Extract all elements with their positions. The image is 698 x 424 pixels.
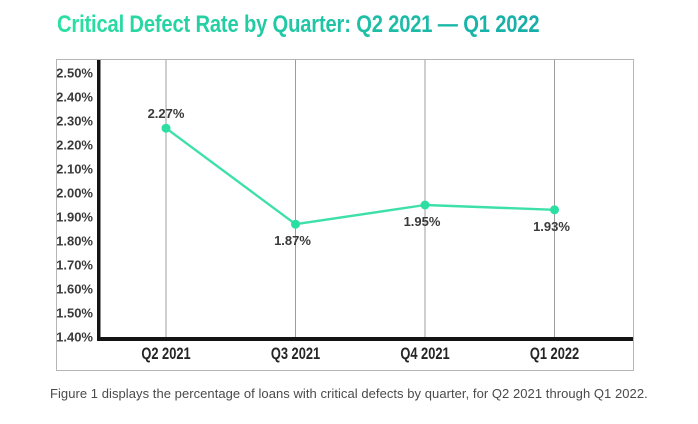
data-point [161, 123, 171, 133]
figure-caption: Figure 1 displays the percentage of loan… [50, 386, 648, 401]
y-tick-label: 1.90% [57, 210, 93, 225]
line-chart: 2.50% 2.40% 2.30% 2.20% 2.10% 2.00% 1.90% 1.80%… [57, 60, 633, 364]
y-tick-label: 1.80% [57, 234, 93, 249]
data-point-label: 1.87% [274, 233, 311, 248]
y-tick-label: 1.40% [57, 330, 93, 345]
x-axis-line [97, 337, 633, 341]
x-axis-label: Q2 2021 [141, 346, 190, 364]
x-axis-label: Q4 2021 [400, 346, 449, 364]
data-point [550, 205, 559, 215]
y-tick-label: 2.10% [57, 162, 93, 177]
y-tick-label: 1.60% [57, 282, 93, 297]
data-point [291, 219, 300, 229]
y-tick-label: 2.50% [57, 66, 93, 81]
trend-line [164, 126, 556, 226]
data-point-label: 1.93% [533, 219, 570, 234]
y-tick-label: 2.30% [57, 114, 93, 129]
y-tick-label: 2.40% [57, 90, 93, 105]
y-tick-label: 2.00% [57, 186, 93, 201]
chart-title: Critical Defect Rate by Quarter: Q2 2021… [57, 11, 540, 38]
y-tick-label: 1.50% [57, 306, 93, 321]
y-axis-line [97, 60, 101, 341]
data-point [420, 200, 430, 210]
x-axis-label: Q1 2022 [530, 346, 579, 364]
y-tick-label: 2.20% [57, 138, 93, 153]
x-axis-label: Q3 2021 [271, 346, 320, 364]
y-tick-label: 1.70% [57, 258, 93, 273]
chart-container: 2.50% 2.40% 2.30% 2.20% 2.10% 2.00% 1.90% 1.80%… [56, 59, 634, 371]
data-point-label: 2.27% [148, 106, 185, 121]
data-point-label: 1.95% [404, 214, 441, 229]
